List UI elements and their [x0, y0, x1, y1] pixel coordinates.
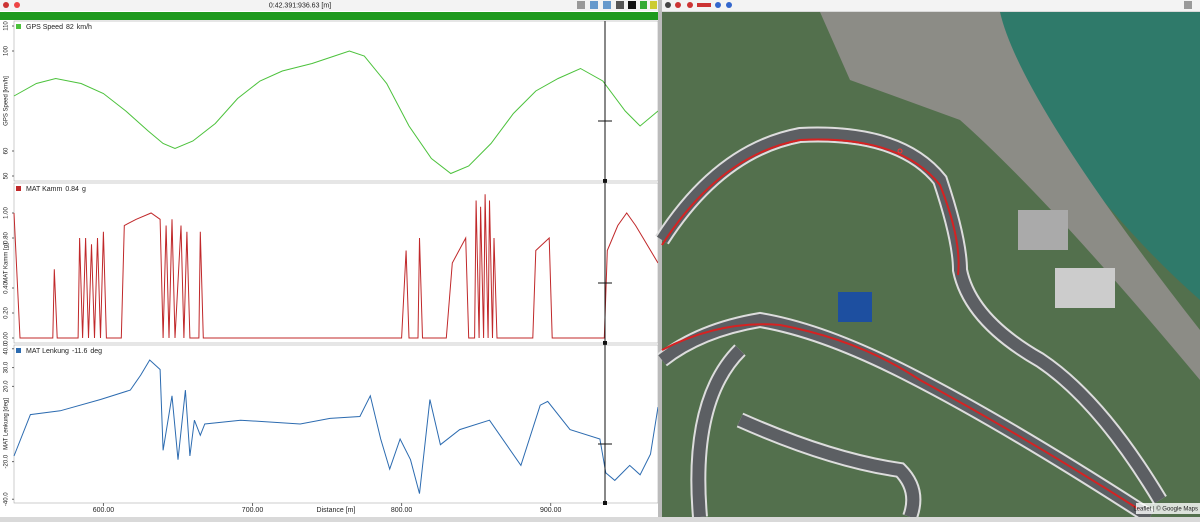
- y-tick-label: 20.0: [4, 380, 10, 392]
- x-tick-label: 900.00: [540, 507, 562, 514]
- tool-icon[interactable]: [726, 2, 732, 8]
- y-tick-label: 0.00: [4, 332, 10, 344]
- tool-icon[interactable]: [577, 1, 585, 9]
- legend-value: -11.6: [72, 348, 88, 355]
- y-tick-label: 0.40: [4, 282, 10, 294]
- building: [1055, 268, 1115, 308]
- y-tick-label: 0.80: [4, 232, 10, 244]
- y-tick-label: -40.0: [4, 492, 10, 506]
- paved-area: [820, 12, 1200, 380]
- y-axis-title: GPS Speed [km/h]: [4, 76, 10, 126]
- plot-area: [13, 344, 659, 504]
- building: [1018, 210, 1068, 250]
- tool-icon[interactable]: [616, 1, 624, 9]
- map-toolbar: [662, 0, 1200, 11]
- x-tick-label: 700.00: [242, 507, 264, 514]
- legend-label: GPS Speed 82 km/h: [26, 24, 92, 31]
- plot-area: [13, 20, 659, 182]
- tool-icon[interactable]: [640, 1, 647, 9]
- legend-value: 0.84: [65, 186, 79, 193]
- window-title: 0:42.391:936.63 [m]: [269, 2, 331, 9]
- tool-icon[interactable]: [1184, 1, 1192, 9]
- legend-unit: g: [82, 186, 86, 193]
- y-tick-label: 100: [4, 45, 10, 56]
- legend-name: MAT Kamm: [26, 186, 62, 193]
- legend-swatch: [16, 186, 21, 191]
- tool-icon[interactable]: [628, 1, 636, 9]
- progress-bar: [0, 12, 658, 20]
- data-line: [13, 50, 659, 175]
- zoom-icon[interactable]: [590, 1, 598, 9]
- stop-icon[interactable]: [14, 2, 20, 8]
- y-axis-title: MAT Kamm [g]: [4, 243, 10, 283]
- legend-name: GPS Speed: [26, 24, 63, 31]
- splitter[interactable]: [658, 0, 662, 517]
- building: [838, 292, 872, 322]
- racing-line: [661, 138, 1141, 511]
- stop-icon[interactable]: [687, 2, 693, 8]
- y-tick-label: 40.0: [4, 342, 10, 354]
- position-marker: [897, 148, 903, 154]
- y-tick-label: 0.20: [4, 307, 10, 319]
- data-line: [13, 359, 659, 494]
- zoom-icon[interactable]: [603, 1, 611, 9]
- x-tick-label: 800.00: [391, 507, 413, 514]
- x-tick-label: 600.00: [93, 507, 115, 514]
- y-tick-label: -20.0: [4, 454, 10, 468]
- legend-swatch: [16, 348, 21, 353]
- tool-icon[interactable]: [715, 2, 721, 8]
- legend-label: MAT Kamm 0.84 g: [26, 186, 86, 193]
- data-line: [13, 194, 659, 339]
- menu-icon[interactable]: [650, 1, 657, 9]
- legend-value: 82: [66, 24, 74, 31]
- y-tick-label: 50: [4, 172, 10, 179]
- attribution: Leaflet | © Google Maps: [1133, 506, 1198, 513]
- legend-name: MAT Lenkung: [26, 348, 69, 355]
- plot-area: [13, 182, 659, 344]
- y-axis-title: MAT Lenkung [deg]: [4, 398, 10, 450]
- y-tick-label: 30.0: [4, 361, 10, 373]
- record-icon[interactable]: [675, 2, 681, 8]
- y-tick-label: 1.00: [4, 207, 10, 219]
- water: [1000, 12, 1200, 300]
- y-tick-label: 60: [4, 147, 10, 154]
- legend-unit: deg: [90, 348, 102, 355]
- legend-label: MAT Lenkung -11.6 deg: [26, 348, 102, 355]
- settings-icon[interactable]: [665, 2, 671, 8]
- charts: 50 60 100 110 GPS Speed [km/h] GPS Speed 82 km/…: [4, 20, 659, 514]
- legend-unit: km/h: [77, 24, 92, 31]
- tool-icon[interactable]: [697, 3, 711, 7]
- toolbar: [0, 0, 658, 11]
- record-icon[interactable]: [3, 2, 9, 8]
- x-axis-title: Distance [m]: [317, 507, 356, 514]
- legend-swatch: [16, 24, 21, 29]
- attribution-box: [1136, 503, 1200, 514]
- map[interactable]: Leaflet | © Google Maps: [655, 12, 1200, 522]
- y-tick-label: 110: [4, 21, 10, 31]
